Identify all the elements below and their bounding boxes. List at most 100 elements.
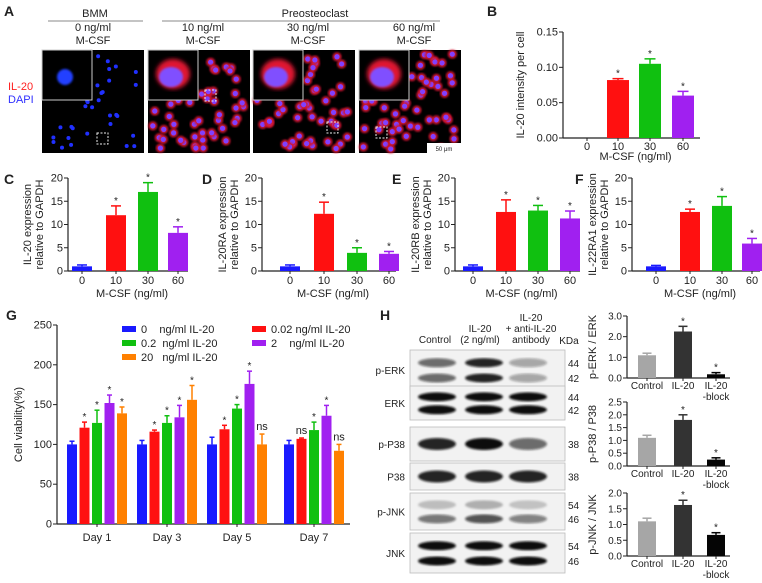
- cell-nucleus: [66, 135, 71, 140]
- cell-nucleus: [196, 118, 202, 124]
- significance-label: *: [355, 238, 359, 249]
- legend-swatch: [122, 354, 136, 360]
- cell-nucleus: [403, 133, 409, 139]
- bar: [149, 431, 160, 524]
- y-tick-label: 15: [51, 196, 63, 208]
- y-tick-label: 100: [34, 439, 52, 451]
- y-tick-label: 15: [615, 196, 627, 208]
- chart-d: 0 5 10 15 20 * * * 0 10 30 60 M-CSF (ng/ml) IL-20RA e…: [217, 173, 399, 300]
- y-tick-label: 20: [615, 173, 627, 185]
- chart-h3: 0.0 0.5 1.0 1.5 2.0 * * Control IL-20 IL-20 -block…: [587, 489, 730, 582]
- y-tick-label: 0: [57, 266, 63, 278]
- kda-marker: 44: [568, 359, 580, 370]
- blot-band: [465, 500, 503, 510]
- blot-band: [509, 556, 547, 566]
- cell-nucleus: [192, 134, 198, 140]
- legend-label: 0.02 ng/ml IL-20: [271, 324, 351, 336]
- blot-row-jnk: JNK 54 46: [386, 532, 580, 574]
- x-tick-label: Day 5: [223, 532, 252, 544]
- cell-nucleus: [200, 137, 206, 143]
- y-tick-label: 0.0: [608, 374, 622, 385]
- cell-nucleus: [451, 127, 457, 133]
- cell-nucleus: [161, 126, 167, 132]
- inset-nucleus: [264, 67, 288, 87]
- bar: [138, 191, 158, 271]
- y-tick-label: 1.0: [608, 353, 622, 364]
- y-tick-label: 10: [438, 219, 450, 231]
- cell-nucleus: [409, 74, 415, 80]
- y-tick-label: 5: [621, 242, 627, 254]
- cell-nucleus: [58, 125, 63, 130]
- cell-nucleus: [168, 101, 174, 107]
- cell-nucleus: [204, 95, 210, 102]
- cell-nucleus: [178, 137, 184, 143]
- y-tick-label: 150: [34, 399, 52, 411]
- cell-nucleus: [392, 111, 399, 117]
- cell-nucleus: [435, 83, 441, 90]
- cell-nucleus: [304, 77, 311, 84]
- bar: [321, 415, 332, 524]
- cell-nucleus: [150, 123, 156, 129]
- significance-label: *: [504, 190, 508, 201]
- cell-nucleus: [301, 101, 307, 108]
- x-axis-label: M-CSF (ng/ml): [599, 151, 671, 163]
- cell-nucleus: [157, 145, 164, 151]
- y-tick-label: 0.00: [537, 133, 558, 145]
- inset-nucleus: [57, 69, 73, 85]
- chart-h2: 0.0 0.5 1.0 1.5 2.02.5 * * Control IL-20 IL-20 -bl…: [587, 398, 730, 492]
- panel-label-f: F: [575, 171, 584, 187]
- panel-label-g: G: [6, 307, 17, 323]
- cell-nucleus: [363, 104, 369, 111]
- y-axis-label: IL-20RB expressionrelative to GAPDH: [410, 176, 434, 273]
- bar: [638, 437, 656, 466]
- cell-nucleus: [133, 69, 138, 74]
- y-tick-label: 20: [51, 173, 63, 185]
- y-axis-label: p-ERK / ERK: [587, 314, 599, 379]
- lane-label: Control: [419, 335, 451, 346]
- kda-marker: 42: [568, 406, 580, 417]
- cell-nucleus: [100, 90, 105, 95]
- bar: [104, 403, 115, 524]
- cell-nucleus: [325, 139, 331, 145]
- cell-nucleus: [318, 118, 324, 124]
- bar: [284, 444, 294, 524]
- bar: [280, 266, 300, 271]
- cell-nucleus: [69, 142, 74, 147]
- mcsf-label: M-CSF: [186, 35, 221, 47]
- significance-label: *: [648, 49, 652, 60]
- x-tick-label: IL-20 -block: [703, 381, 731, 403]
- y-tick-label: 15: [438, 196, 450, 208]
- blot-band: [509, 541, 547, 551]
- cell-nucleus: [333, 145, 339, 152]
- bar: [379, 253, 399, 271]
- cell-nucleus: [304, 140, 310, 147]
- cell-nucleus: [389, 139, 395, 145]
- cell-nucleus: [90, 105, 95, 110]
- blot-band: [418, 541, 456, 551]
- panel-label-h: H: [380, 307, 390, 323]
- blot-row-label: JNK: [386, 549, 405, 560]
- bar: [309, 430, 319, 524]
- bar: [674, 504, 692, 556]
- cell-nucleus: [418, 74, 425, 81]
- bar: [219, 429, 230, 524]
- bar: [106, 215, 126, 271]
- blot-row-label: p-JNK: [377, 508, 405, 519]
- cell-nucleus: [107, 67, 112, 72]
- group-label-preosteoclast: Preosteoclast: [282, 8, 349, 20]
- chart-g: 0 50 100 150 200 250 * * * ns * * * * * * * * * * ns ns Day 1 D…: [13, 320, 351, 545]
- x-tick-label: IL-20: [672, 381, 695, 392]
- concentration-label: 60 ng/ml: [393, 22, 435, 34]
- cell-nucleus: [233, 105, 239, 111]
- cell-nucleus: [160, 136, 166, 143]
- zoom-region-box: [326, 121, 339, 134]
- y-tick-label: 5: [251, 242, 257, 254]
- blot-membrane: [409, 385, 566, 421]
- bar: [646, 266, 666, 271]
- x-tick-label: IL-20 -block: [703, 559, 731, 581]
- blot-row-label: P38: [387, 473, 405, 484]
- cell-nucleus: [430, 133, 436, 140]
- legend-label: 0.2 ng/ml IL-20: [141, 338, 217, 350]
- significance-label: *: [322, 192, 326, 203]
